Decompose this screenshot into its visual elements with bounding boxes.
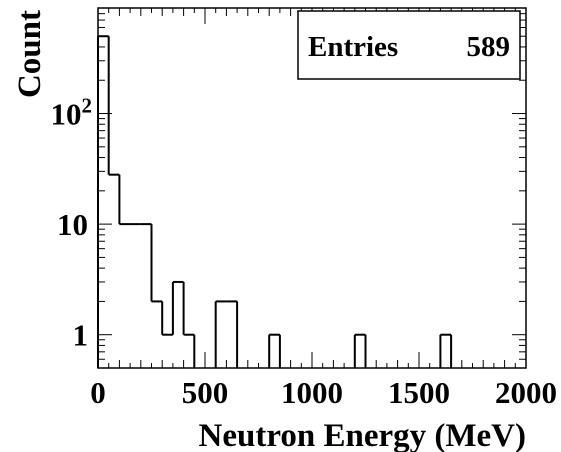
- x-tick-label: 500: [182, 375, 229, 410]
- stats-entries-value: 589: [467, 31, 511, 63]
- x-tick-label: 1000: [281, 375, 343, 410]
- y-tick-label: 10: [57, 207, 88, 242]
- histogram: [97, 35, 453, 368]
- y-tick-label: 102: [51, 94, 93, 132]
- tick-labels: 0 500 1000 1500 2000 1 10 102: [51, 94, 558, 410]
- y-axis-label: Count: [12, 10, 48, 98]
- stats-box-frame: [297, 10, 521, 80]
- y-tick-label: 1: [73, 318, 89, 353]
- x-axis-label: Neutron Energy (MeV): [199, 418, 527, 452]
- x-tick-label: 0: [90, 375, 106, 410]
- stats-entries-label: Entries: [308, 31, 398, 63]
- stats-box: Entries 589: [297, 10, 521, 80]
- x-tick-label: 2000: [495, 375, 557, 410]
- x-tick-label: 1500: [388, 375, 450, 410]
